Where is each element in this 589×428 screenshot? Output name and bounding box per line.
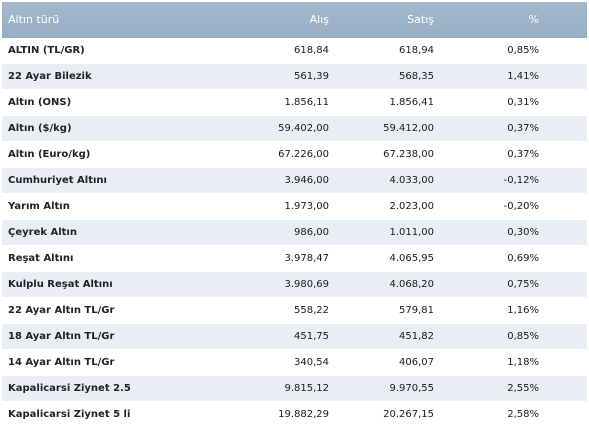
buy-price-cell: 558,22 [294, 305, 329, 316]
gold-type-cell: Cumhuriyet Altını [8, 175, 107, 186]
gold-type-cell: Çeyrek Altın [8, 227, 77, 238]
gold-type-cell: Reşat Altını [8, 253, 74, 264]
sell-price-cell: 451,82 [399, 331, 434, 342]
sell-price-cell: 9.970,55 [389, 383, 434, 394]
change-percent-cell: 2,58% [507, 409, 539, 420]
sell-price-cell: 4.033,00 [389, 175, 434, 186]
buy-price-cell: 59.402,00 [278, 123, 329, 134]
buy-price-cell: 19.882,29 [278, 409, 329, 420]
change-percent-cell: 0,85% [507, 45, 539, 56]
sell-price-cell: 4.068,20 [389, 279, 434, 290]
gold-type-cell: Kapalicarsi Ziynet 2.5 [8, 383, 131, 394]
header-buy[interactable]: Alış [309, 13, 329, 26]
table-row: Altın (Euro/kg) 67.226,00 67.238,00 0,37… [2, 142, 587, 167]
buy-price-cell: 451,75 [294, 331, 329, 342]
gold-type-cell: ALTIN (TL/GR) [8, 45, 85, 56]
gold-type-cell: Kulplu Reşat Altını [8, 279, 113, 290]
gold-type-cell: 22 Ayar Bilezik [8, 71, 92, 82]
table-row: Kapalicarsi Ziynet 5 li 19.882,29 20.267… [2, 402, 587, 427]
buy-price-cell: 1.973,00 [284, 201, 329, 212]
sell-price-cell: 1.856,41 [389, 97, 434, 108]
header-gold-type[interactable]: Altın türü [8, 13, 60, 26]
buy-price-cell: 986,00 [294, 227, 329, 238]
sell-price-cell: 568,35 [399, 71, 434, 82]
sell-price-cell: 2.023,00 [389, 201, 434, 212]
buy-price-cell: 1.856,11 [284, 97, 329, 108]
table-row: Cumhuriyet Altını 3.946,00 4.033,00 -0,1… [2, 168, 587, 193]
table-row: 22 Ayar Bilezik 561,39 568,35 1,41% [2, 64, 587, 89]
sell-price-cell: 1.011,00 [389, 227, 434, 238]
buy-price-cell: 340,54 [294, 357, 329, 368]
change-percent-cell: 0,31% [507, 97, 539, 108]
change-percent-cell: 0,30% [507, 227, 539, 238]
table-row: 18 Ayar Altın TL/Gr 451,75 451,82 0,85% [2, 324, 587, 349]
change-percent-cell: -0,20% [503, 201, 539, 212]
sell-price-cell: 618,94 [399, 45, 434, 56]
gold-type-cell: Yarım Altın [8, 201, 70, 212]
change-percent-cell: -0,12% [503, 175, 539, 186]
gold-type-cell: 14 Ayar Altın TL/Gr [8, 357, 115, 368]
change-percent-cell: 0,37% [507, 149, 539, 160]
sell-price-cell: 59.412,00 [383, 123, 434, 134]
table-row: 22 Ayar Altın TL/Gr 558,22 579,81 1,16% [2, 298, 587, 323]
gold-type-cell: Altın (Euro/kg) [8, 149, 91, 160]
change-percent-cell: 0,85% [507, 331, 539, 342]
header-percent[interactable]: % [528, 13, 539, 26]
sell-price-cell: 4.065,95 [389, 253, 434, 264]
change-percent-cell: 1,16% [507, 305, 539, 316]
change-percent-cell: 0,75% [507, 279, 539, 290]
change-percent-cell: 1,18% [507, 357, 539, 368]
sell-price-cell: 406,07 [399, 357, 434, 368]
buy-price-cell: 3.946,00 [284, 175, 329, 186]
change-percent-cell: 0,37% [507, 123, 539, 134]
table-row: Yarım Altın 1.973,00 2.023,00 -0,20% [2, 194, 587, 219]
buy-price-cell: 9.815,12 [284, 383, 329, 394]
table-row: Altın ($/kg) 59.402,00 59.412,00 0,37% [2, 116, 587, 141]
table-header: Altın türü Alış Satış % [2, 2, 587, 38]
gold-type-cell: 18 Ayar Altın TL/Gr [8, 331, 115, 342]
change-percent-cell: 0,69% [507, 253, 539, 264]
change-percent-cell: 1,41% [507, 71, 539, 82]
gold-type-cell: Altın (ONS) [8, 97, 72, 108]
table-row: Kulplu Reşat Altını 3.980,69 4.068,20 0,… [2, 272, 587, 297]
buy-price-cell: 3.978,47 [284, 253, 329, 264]
table-row: Altın (ONS) 1.856,11 1.856,41 0,31% [2, 90, 587, 115]
sell-price-cell: 579,81 [399, 305, 434, 316]
change-percent-cell: 2,55% [507, 383, 539, 394]
buy-price-cell: 618,84 [294, 45, 329, 56]
table-row: ALTIN (TL/GR) 618,84 618,94 0,85% [2, 38, 587, 63]
sell-price-cell: 20.267,15 [383, 409, 434, 420]
table-row: Çeyrek Altın 986,00 1.011,00 0,30% [2, 220, 587, 245]
sell-price-cell: 67.238,00 [383, 149, 434, 160]
buy-price-cell: 3.980,69 [284, 279, 329, 290]
gold-type-cell: Kapalicarsi Ziynet 5 li [8, 409, 131, 420]
table-row: Reşat Altını 3.978,47 4.065,95 0,69% [2, 246, 587, 271]
buy-price-cell: 561,39 [294, 71, 329, 82]
table-row: Kapalicarsi Ziynet 2.5 9.815,12 9.970,55… [2, 376, 587, 401]
gold-type-cell: Altın ($/kg) [8, 123, 72, 134]
gold-type-cell: 22 Ayar Altın TL/Gr [8, 305, 115, 316]
buy-price-cell: 67.226,00 [278, 149, 329, 160]
header-sell[interactable]: Satış [407, 13, 434, 26]
table-row: 14 Ayar Altın TL/Gr 340,54 406,07 1,18% [2, 350, 587, 375]
